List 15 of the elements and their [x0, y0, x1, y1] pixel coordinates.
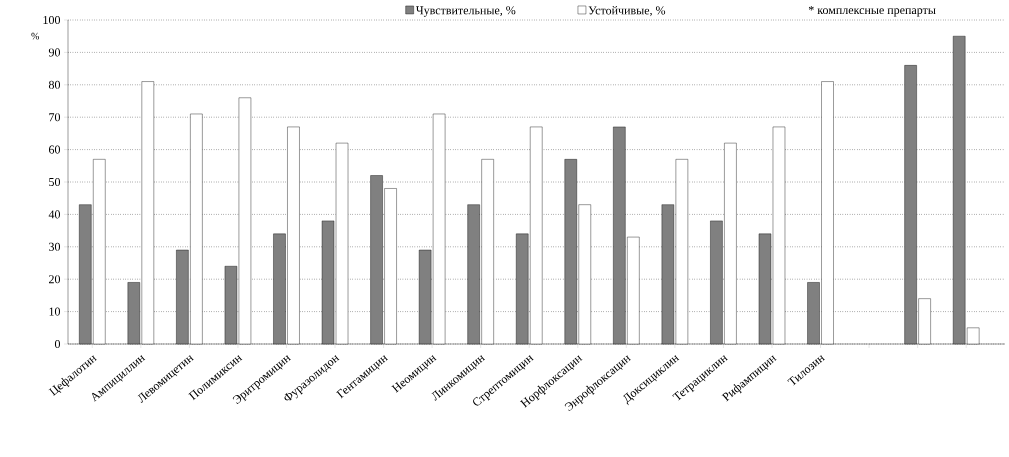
legend-label: Устойчивые, %: [588, 6, 666, 17]
legend-label: Чувствительные, %: [415, 6, 516, 17]
y-axis-title: %: [31, 32, 40, 40]
y-tick-label: 100: [43, 15, 61, 25]
y-tick-label: 60: [48, 145, 61, 154]
y-tick-label: 40: [48, 210, 61, 219]
y-tick-label: 10: [49, 307, 61, 316]
y-tick-label: 20: [49, 275, 61, 284]
y-tick-label: 50: [49, 177, 61, 187]
y-tick-label: 80: [48, 80, 61, 89]
y-tick-label: 70: [49, 113, 61, 122]
text: * комплексные препарты: [808, 6, 936, 17]
y-tick-label: 0: [54, 339, 61, 349]
y-tick-label: 90: [48, 48, 61, 57]
y-tick-label: 30: [49, 242, 61, 251]
